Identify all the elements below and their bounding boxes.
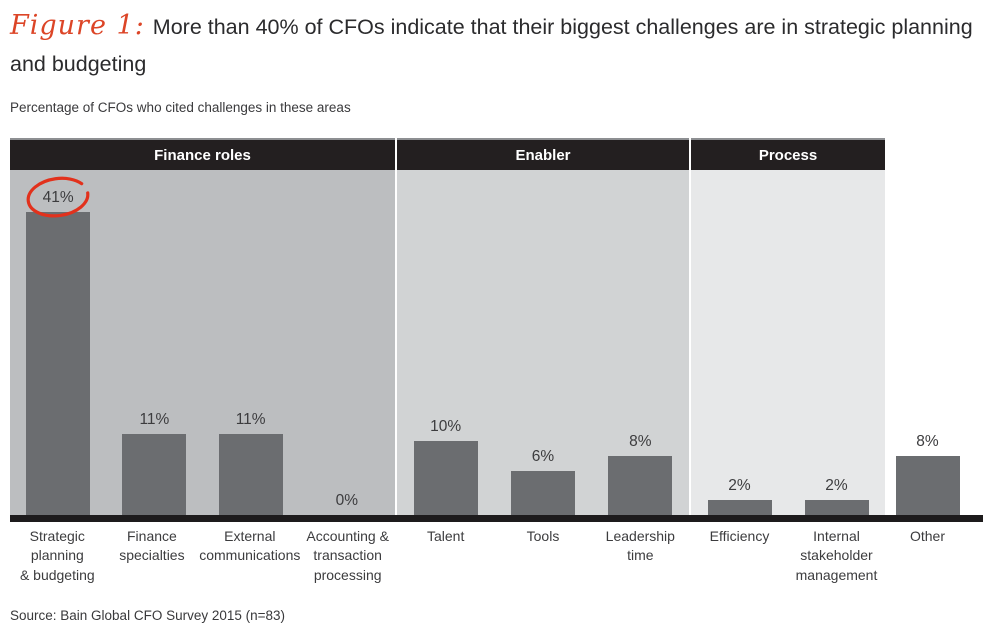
- category-labels-row: Strategic planning & budgeting Finance speci…: [10, 527, 968, 585]
- category-label-col: Accounting & transaction processing: [300, 527, 395, 585]
- bar-leadership-time: [608, 456, 673, 515]
- bar-external-communications: [218, 434, 283, 515]
- category-label-talent: Talent: [426, 528, 465, 544]
- bar-value-text: 0%: [335, 492, 359, 509]
- category-label-tools: Tools: [526, 528, 560, 544]
- plot-group-enabler: 10% 6% 8%: [397, 170, 689, 515]
- bar-value-label: 11%: [236, 411, 266, 429]
- group-header-process: Process: [691, 138, 885, 170]
- bar-efficiency: [707, 500, 772, 515]
- bar-value-text: 6%: [531, 448, 555, 465]
- bar-value-text: 8%: [629, 433, 652, 450]
- bar-internal-stakeholder-management: [804, 500, 869, 515]
- bar-column-accounting-transaction-processing: 0%: [299, 170, 395, 515]
- bar-value-text: 10%: [430, 418, 462, 435]
- category-label-other: Other: [909, 528, 945, 544]
- source-note: Source: Bain Global CFO Survey 2015 (n=8…: [10, 608, 286, 623]
- category-label-col: Other: [887, 527, 968, 585]
- category-label-col: Leadership time: [592, 527, 689, 585]
- bar-value-text: 11%: [235, 411, 266, 428]
- bar-value-label: 6%: [532, 448, 554, 466]
- bar-value-label: 0%: [336, 492, 358, 510]
- bar-column-leadership-time: 8%: [592, 170, 689, 515]
- bar-value-label: 41%: [26, 176, 90, 218]
- group-header-row: Finance roles Enabler Process: [10, 138, 968, 170]
- bar-finance-specialties: [122, 434, 187, 515]
- bar-other: [895, 456, 960, 515]
- category-label-col: Finance specialties: [105, 527, 200, 585]
- bar-column-other: 8%: [887, 170, 968, 515]
- bar-value-text: 11%: [139, 411, 170, 428]
- bar-strategic-planning-budgeting: [26, 212, 91, 515]
- bar-value-label: 11%: [139, 411, 169, 429]
- chart-subtitle: Percentage of CFOs who cited challenges …: [10, 100, 351, 115]
- title-text: More than 40% of CFOs indicate that thei…: [10, 15, 973, 77]
- bar-value-label: 8%: [916, 433, 938, 451]
- bar-value-label: 2%: [728, 477, 750, 495]
- category-label-leadership-time: Leadership time: [605, 528, 675, 564]
- bar-column-external-communications: 11%: [203, 170, 299, 515]
- category-label-col: External communications: [199, 527, 300, 585]
- category-label-external-communications: External communications: [199, 528, 301, 564]
- bar-column-efficiency: 2%: [691, 170, 788, 515]
- bar-talent: [413, 441, 478, 515]
- plot-group-process: 2% 2%: [691, 170, 885, 515]
- bar-value-text: 2%: [728, 477, 751, 494]
- figure-label: Figure 1:: [10, 10, 145, 41]
- plot-group-other: 8%: [887, 170, 968, 515]
- bar-tools: [510, 471, 575, 515]
- bar-value-text: 41%: [42, 189, 74, 206]
- label-group-other: Other: [887, 527, 968, 585]
- category-label-col: Strategic planning & budgeting: [10, 527, 105, 585]
- bar-chart: Finance roles Enabler Process 41% 11% 11% 0% 1…: [10, 138, 983, 585]
- group-header-spacer: [887, 138, 968, 170]
- bar-column-tools: 6%: [494, 170, 591, 515]
- category-label-col: Talent: [397, 527, 494, 585]
- group-header-finance-roles: Finance roles: [10, 138, 395, 170]
- bar-column-finance-specialties: 11%: [106, 170, 202, 515]
- label-group-finance-roles: Strategic planning & budgeting Finance speci…: [10, 527, 395, 585]
- category-label-col: Tools: [494, 527, 591, 585]
- bar-value-label: 2%: [825, 477, 847, 495]
- page-title: Figure 1: More than 40% of CFOs indicate …: [10, 4, 987, 82]
- category-label-accounting-transaction-processing: Accounting & transaction processing: [306, 528, 389, 583]
- category-label-col: Internal stakeholder management: [788, 527, 885, 585]
- category-label-efficiency: Efficiency: [709, 528, 770, 544]
- plot-area: 41% 11% 11% 0% 10% 6% 8% 2% 2% 8%: [10, 170, 968, 515]
- category-label-col: Efficiency: [691, 527, 788, 585]
- plot-group-finance-roles: 41% 11% 11% 0%: [10, 170, 395, 515]
- bar-column-strategic-planning-budgeting: 41%: [10, 170, 106, 515]
- bar-value-label: 8%: [629, 433, 651, 451]
- bar-value-text: 2%: [825, 477, 848, 494]
- label-group-enabler: Talent Tools Leadership time: [397, 527, 689, 585]
- bar-column-talent: 10%: [397, 170, 494, 515]
- bar-value-label: 10%: [430, 418, 461, 436]
- label-group-process: Efficiency Internal stakeholder management: [691, 527, 885, 585]
- category-label-strategic-planning-budgeting: Strategic planning & budgeting: [19, 528, 95, 583]
- group-header-enabler: Enabler: [397, 138, 689, 170]
- category-label-internal-stakeholder-management: Internal stakeholder management: [795, 528, 878, 583]
- bar-value-text: 8%: [916, 433, 939, 450]
- x-axis-baseline: [10, 515, 983, 522]
- bar-column-internal-stakeholder-management: 2%: [788, 170, 885, 515]
- category-label-finance-specialties: Finance specialties: [119, 528, 185, 564]
